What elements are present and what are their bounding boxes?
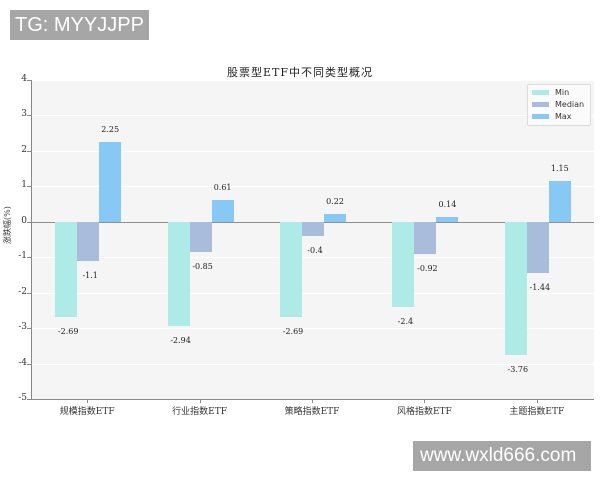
y-tick-label: -5	[18, 393, 27, 403]
gridline	[32, 292, 594, 294]
bar-min	[280, 221, 302, 318]
x-tick	[312, 399, 313, 403]
bar-max	[436, 216, 459, 222]
legend-item-min: Min	[532, 87, 569, 99]
bar-min	[167, 221, 190, 326]
bar-min	[392, 221, 415, 307]
y-tick	[27, 399, 31, 400]
y-tick	[27, 292, 31, 294]
value-label: -2.69	[282, 327, 304, 337]
x-tick-label: 策略指数ETF	[284, 407, 340, 417]
bar-median	[189, 221, 212, 252]
y-tick-label: -3	[18, 322, 27, 333]
value-label: 0.14	[438, 199, 457, 209]
value-label: -2.94	[170, 335, 191, 345]
legend-label-max: Max	[555, 112, 572, 121]
gridline	[32, 186, 594, 188]
value-label: -3.76	[507, 365, 529, 375]
gridline	[32, 80, 594, 81]
bar-median	[77, 221, 100, 261]
y-tick-label: -2	[18, 286, 27, 297]
y-tick	[27, 221, 31, 223]
value-label: -2.4	[397, 316, 414, 326]
bar-max	[211, 200, 234, 222]
y-tick-label: 3	[21, 109, 27, 120]
legend-label-min: Min	[555, 88, 570, 97]
y-tick-label: 1	[21, 180, 27, 191]
value-label: -1.1	[82, 270, 98, 280]
bar-median	[414, 221, 437, 255]
x-tick-label: 规模指数ETF	[59, 407, 115, 417]
bar-min	[504, 221, 527, 356]
y-tick	[27, 150, 31, 152]
legend-item-max: Max	[532, 111, 572, 123]
watermark-top: TG: MYYJJPP	[10, 10, 149, 40]
y-tick	[27, 115, 31, 117]
bar-max	[324, 213, 346, 222]
y-tick-label: 4	[21, 74, 27, 84]
y-tick	[27, 80, 31, 81]
x-tick	[87, 399, 89, 403]
y-axis-title: 涨跌幅(%)	[3, 206, 12, 244]
gridline	[32, 150, 594, 152]
legend-swatch-max	[532, 114, 549, 119]
value-label: 0.22	[326, 196, 344, 206]
watermark-bottom: www.wxld666.com	[413, 441, 591, 471]
bar-min	[55, 221, 78, 318]
x-tick-label: 风格指数ETF	[396, 407, 452, 417]
x-tick-label: 行业指数ETF	[172, 407, 227, 417]
value-label: 1.15	[550, 164, 569, 174]
chart-title: 股票型ETF中不同类型概况	[227, 66, 373, 79]
y-tick-label: 0	[21, 215, 27, 226]
y-tick	[27, 257, 31, 259]
gridline	[32, 363, 594, 365]
plot-area: -2.69 -1.1 2.25 -2.94 -0.85 0.61 -2.69 -0.4 0.22…	[27, 80, 594, 400]
gridline	[32, 257, 594, 259]
value-label: 0.61	[213, 183, 232, 193]
y-tick-label: -4	[18, 357, 27, 368]
value-label: -1.44	[529, 282, 551, 292]
legend: Min Median Max	[527, 84, 591, 126]
bar-max	[548, 181, 571, 222]
value-label: 2.25	[101, 125, 120, 135]
legend-swatch-min	[532, 90, 549, 95]
value-label: -2.69	[57, 327, 79, 337]
x-tick	[199, 399, 201, 403]
x-tick-label: 主题指数ETF	[509, 407, 565, 417]
x-tick	[424, 399, 426, 403]
bar-max	[99, 142, 122, 222]
legend-label-median: Median	[555, 100, 585, 109]
y-tick	[27, 363, 31, 365]
legend-swatch-median	[532, 102, 549, 107]
legend-item-median: Median	[532, 99, 584, 111]
value-label: -0.85	[192, 261, 213, 271]
y-tick-label: 2	[21, 144, 27, 155]
value-label: -0.4	[307, 245, 323, 255]
gridline	[32, 328, 594, 330]
value-label: -0.92	[417, 264, 438, 274]
bar-median	[526, 221, 549, 273]
y-tick-label: -1	[18, 251, 27, 262]
bar-median	[302, 221, 324, 236]
gridline	[32, 115, 594, 117]
x-tick	[536, 399, 538, 403]
y-tick	[27, 186, 31, 188]
y-tick	[27, 328, 31, 330]
